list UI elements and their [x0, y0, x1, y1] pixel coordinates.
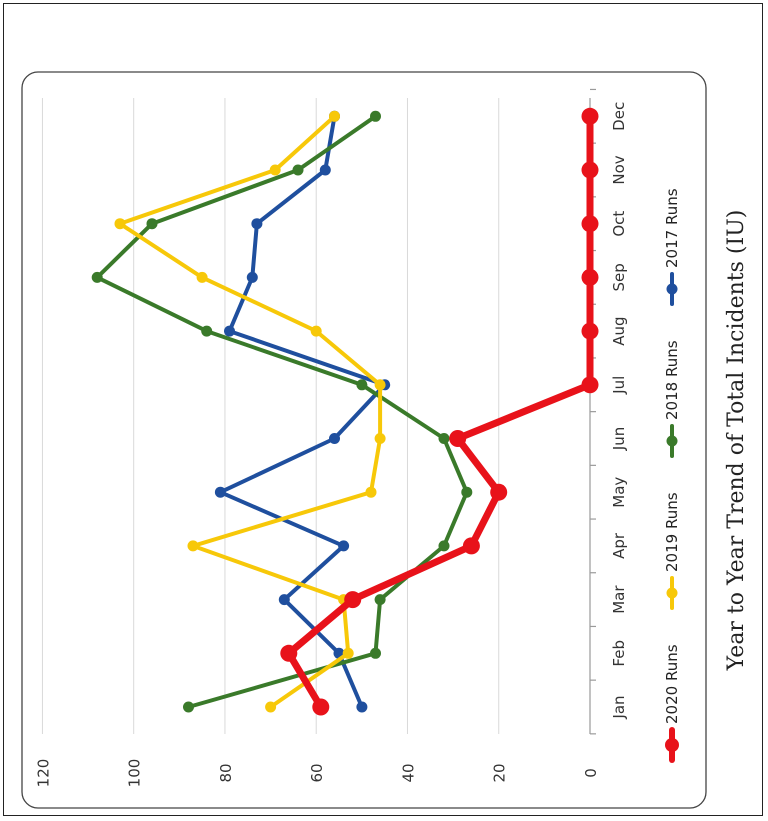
data-point-2018-runs-nov [292, 164, 304, 176]
category-tick-label-oct: Oct [610, 211, 628, 237]
data-point-2020-runs-sep [581, 268, 599, 286]
legend-label-2019-runs: 2019 Runs [663, 492, 681, 572]
category-tick-label-apr: Apr [610, 532, 628, 559]
chart-frame [21, 71, 707, 809]
series-line-2020-runs [285, 112, 594, 711]
data-point-2019-runs-apr [187, 540, 199, 552]
data-point-2019-runs-jan [265, 701, 277, 713]
data-point-2019-runs-dec [329, 110, 340, 122]
data-point-2018-runs-jun [438, 433, 450, 444]
data-point-2019-runs-may [365, 486, 377, 498]
data-point-2019-runs-nov [269, 164, 281, 176]
category-tick-label-feb: Feb [610, 640, 628, 667]
category-tick-label-jan: Jan [610, 695, 628, 719]
chart-title: Year to Year Trend of Total Incidents (I… [724, 210, 749, 672]
legend-label-2017-runs: 2017 Runs [663, 188, 681, 268]
data-point-2020-runs-jan [312, 698, 330, 716]
data-point-2017-runs-jun [329, 433, 340, 444]
legend-swatch-marker-2017-runs [666, 283, 678, 295]
legend-label-2018-runs: 2018 Runs [663, 340, 681, 420]
data-point-2020-runs-apr [462, 537, 480, 555]
data-point-2018-runs-aug [201, 325, 213, 337]
data-point-2020-runs-oct [581, 215, 599, 233]
data-point-2019-runs-aug [310, 325, 322, 337]
data-point-2018-runs-feb [370, 647, 381, 659]
data-point-2020-runs-may [490, 483, 508, 501]
data-point-2020-runs-aug [581, 322, 599, 340]
legend-label-2020-runs: 2020 Runs [663, 644, 681, 724]
data-point-2018-runs-jan [183, 701, 194, 713]
series [91, 107, 599, 716]
value-tick-label-0: 0 [582, 768, 600, 778]
data-point-2017-runs-aug [224, 325, 235, 337]
data-point-2018-runs-mar [374, 594, 386, 606]
data-point-2018-runs-oct [146, 218, 158, 230]
category-tick-label-sep: Sep [610, 263, 628, 291]
value-tick-label-120: 120 [34, 759, 52, 788]
axes: 0 20 40 60 80 100 120 Jan Feb Mar Apr May Jun Jul Aug S… [34, 88, 628, 788]
data-point-2019-runs-jun [374, 433, 386, 444]
data-point-2019-runs-oct [114, 218, 126, 230]
data-point-2018-runs-jul [356, 379, 368, 391]
legend: 2020 Runs 2019 Runs 2018 Runs 2017 Runs [663, 188, 681, 763]
data-point-2017-runs-oct [251, 218, 263, 230]
data-point-2017-runs-nov [319, 164, 331, 176]
data-point-2017-runs-may [214, 486, 226, 498]
value-tick-label-20: 20 [491, 763, 509, 782]
data-point-2017-runs-sep [246, 271, 258, 283]
data-point-2017-runs-apr [338, 540, 350, 552]
data-point-2020-runs-jul [581, 376, 599, 394]
legend-swatch-marker-2018-runs [666, 435, 678, 447]
data-point-2018-runs-may [461, 486, 473, 498]
page-border [3, 3, 763, 816]
data-point-2020-runs-mar [344, 591, 362, 609]
data-point-2017-runs-mar [278, 594, 290, 606]
legend-swatch-marker-2019-runs [666, 587, 678, 599]
value-tick-label-60: 60 [308, 763, 326, 782]
data-point-2020-runs-nov [581, 161, 599, 179]
data-point-2018-runs-sep [91, 271, 103, 283]
category-tick-label-dec: Dec [610, 102, 628, 131]
data-point-2018-runs-apr [438, 540, 450, 552]
category-tick-label-nov: Nov [610, 155, 628, 184]
value-tick-label-40: 40 [399, 763, 417, 782]
data-point-2018-runs-dec [370, 110, 381, 122]
data-point-2020-runs-feb [280, 644, 298, 662]
category-tick-label-mar: Mar [610, 585, 628, 614]
data-point-2019-runs-feb [342, 647, 354, 659]
series-line-2017-runs [218, 114, 387, 709]
category-tick-label-jul: Jul [610, 376, 628, 395]
category-tick-label-jun: Jun [610, 427, 628, 451]
category-tick-label-may: May [610, 477, 628, 508]
value-tick-label-100: 100 [126, 759, 144, 788]
series-line-2018-runs [95, 114, 469, 709]
data-point-2017-runs-jan [356, 701, 368, 713]
value-tick-label-80: 80 [217, 763, 235, 782]
legend-swatch-marker-2020-runs [665, 738, 679, 752]
data-point-2019-runs-jul [374, 379, 386, 391]
data-point-2019-runs-sep [196, 271, 208, 283]
category-tick-label-aug: Aug [610, 316, 628, 345]
data-point-2020-runs-jun [449, 430, 467, 447]
data-point-2020-runs-dec [581, 107, 599, 125]
